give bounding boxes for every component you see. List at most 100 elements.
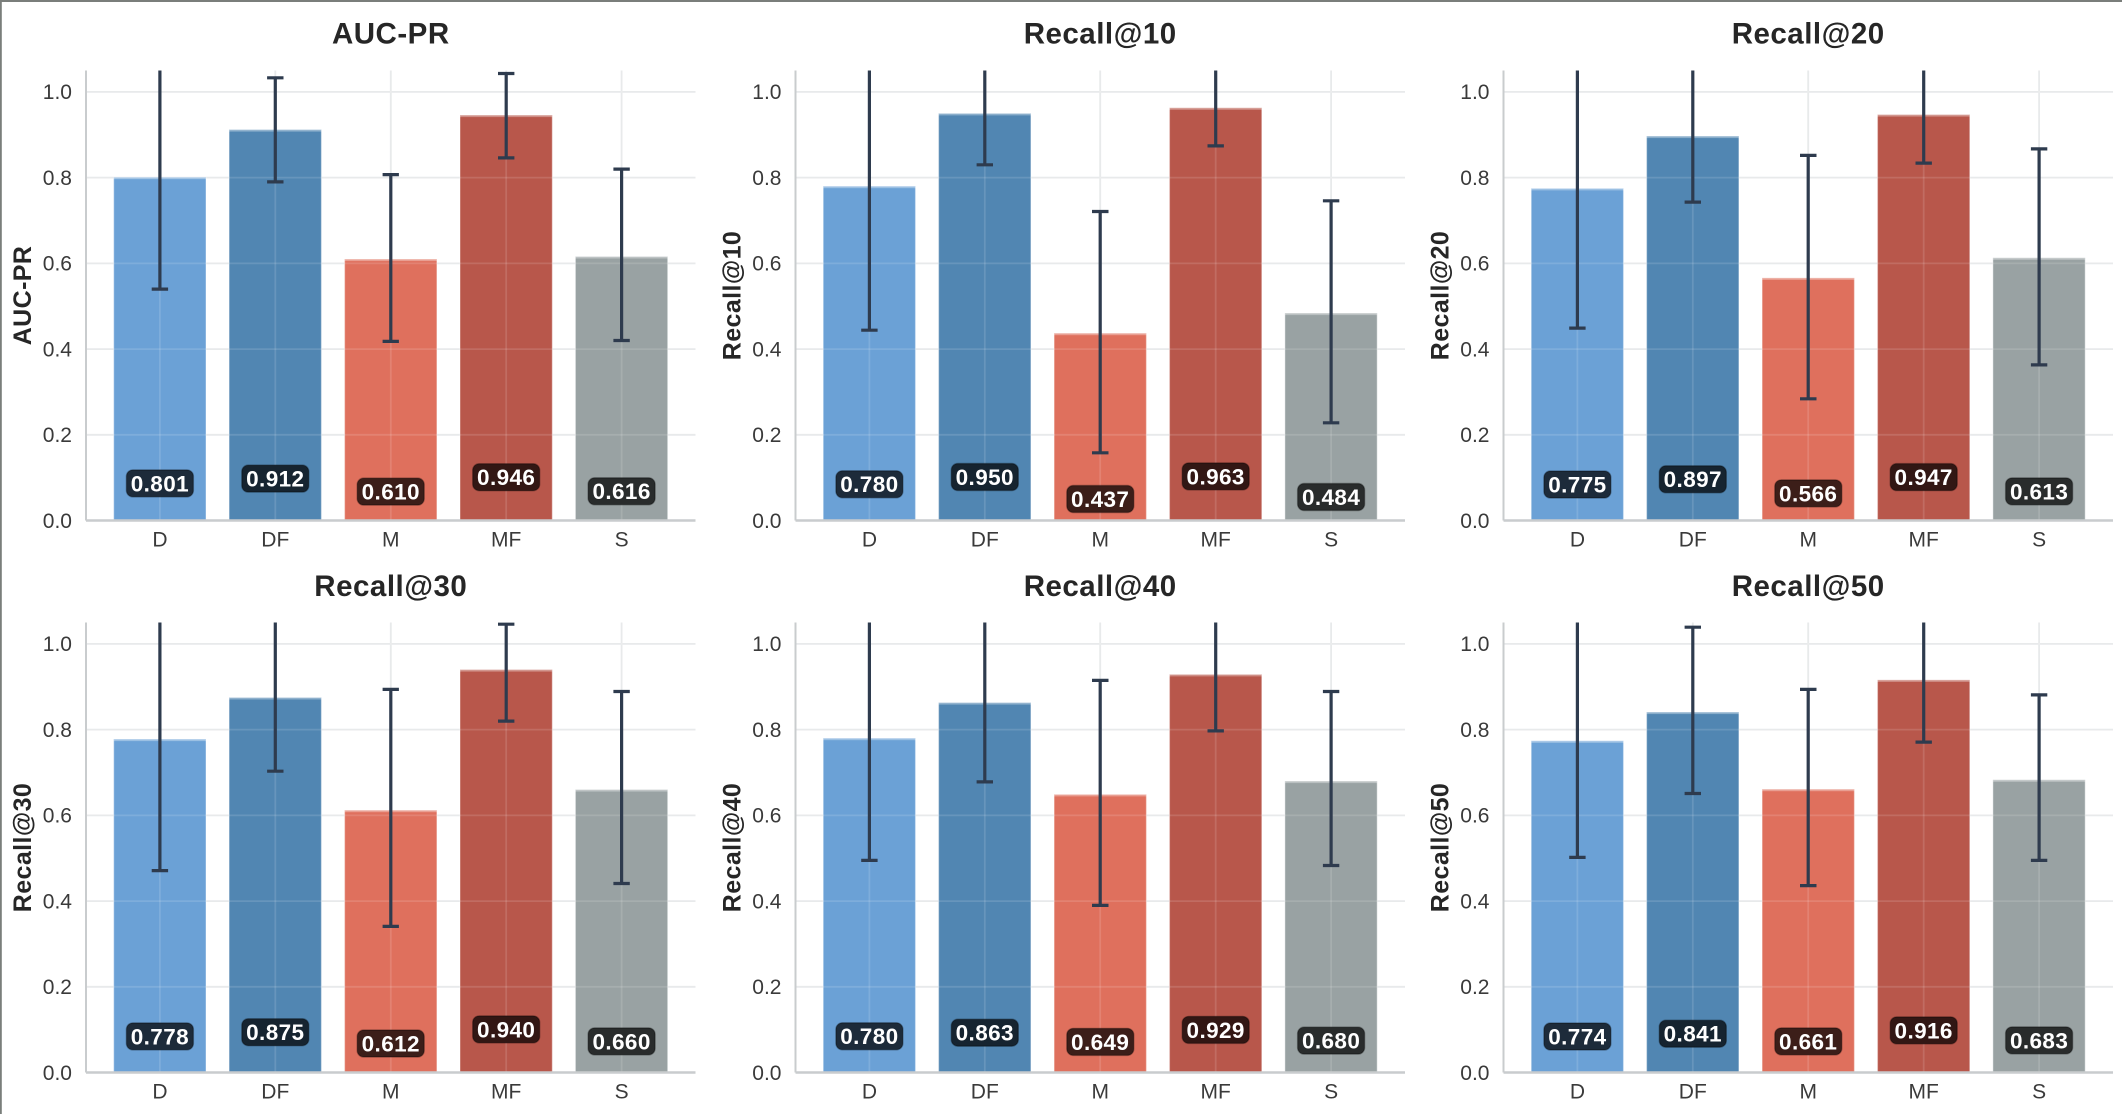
svg-text:0.0: 0.0	[43, 510, 72, 533]
svg-text:0.6: 0.6	[43, 805, 72, 828]
svg-text:M: M	[382, 529, 400, 552]
svg-text:0.2: 0.2	[752, 424, 781, 447]
svg-text:0.0: 0.0	[43, 1062, 72, 1085]
svg-text:0.4: 0.4	[43, 890, 73, 913]
svg-text:M: M	[1799, 529, 1817, 552]
svg-text:0.780: 0.780	[840, 472, 898, 497]
svg-text:0.683: 0.683	[2010, 1028, 2068, 1053]
svg-text:D: D	[152, 529, 167, 552]
svg-text:MF: MF	[491, 529, 521, 552]
svg-text:M: M	[1091, 529, 1109, 552]
svg-text:MF: MF	[491, 1080, 521, 1103]
svg-text:Recall@30: Recall@30	[314, 570, 467, 603]
svg-text:0.0: 0.0	[752, 510, 781, 533]
svg-text:MF: MF	[1909, 529, 1939, 552]
svg-text:0.916: 0.916	[1895, 1018, 1953, 1043]
svg-text:0.613: 0.613	[2010, 479, 2068, 504]
svg-text:0.947: 0.947	[1895, 465, 1953, 490]
svg-text:S: S	[2032, 1080, 2046, 1103]
svg-text:0.8: 0.8	[752, 167, 781, 190]
svg-text:0.8: 0.8	[752, 719, 781, 742]
svg-text:M: M	[382, 1080, 400, 1103]
svg-text:0.2: 0.2	[43, 424, 72, 447]
svg-text:0.616: 0.616	[592, 479, 650, 504]
svg-text:MF: MF	[1909, 1080, 1939, 1103]
svg-text:0.2: 0.2	[1460, 424, 1489, 447]
svg-text:0.566: 0.566	[1779, 481, 1837, 506]
svg-text:0.946: 0.946	[477, 465, 535, 490]
svg-text:DF: DF	[261, 529, 289, 552]
svg-text:0.963: 0.963	[1187, 464, 1245, 489]
svg-text:Recall@50: Recall@50	[1426, 783, 1454, 912]
svg-text:0.2: 0.2	[43, 976, 72, 999]
svg-text:D: D	[152, 1080, 167, 1103]
svg-text:0.8: 0.8	[43, 167, 72, 190]
svg-text:DF: DF	[261, 1080, 289, 1103]
svg-text:1.0: 1.0	[752, 633, 781, 656]
svg-text:1.0: 1.0	[43, 633, 72, 656]
svg-text:Recall@40: Recall@40	[718, 783, 746, 912]
svg-text:1.0: 1.0	[1460, 81, 1489, 104]
svg-text:S: S	[2032, 529, 2046, 552]
svg-text:0.4: 0.4	[1460, 338, 1490, 361]
svg-text:0.4: 0.4	[43, 338, 73, 361]
svg-text:1.0: 1.0	[43, 81, 72, 104]
svg-text:0.4: 0.4	[752, 890, 782, 913]
svg-text:Recall@30: Recall@30	[9, 783, 37, 912]
svg-text:Recall@10: Recall@10	[1024, 18, 1177, 51]
svg-text:Recall@40: Recall@40	[1024, 570, 1177, 603]
svg-text:0.950: 0.950	[956, 465, 1014, 490]
svg-text:0.612: 0.612	[362, 1031, 420, 1056]
svg-text:Recall@20: Recall@20	[1426, 231, 1454, 360]
svg-text:S: S	[1324, 529, 1338, 552]
svg-text:0.6: 0.6	[752, 253, 781, 276]
svg-text:DF: DF	[1679, 529, 1707, 552]
svg-text:MF: MF	[1201, 529, 1231, 552]
svg-text:0.484: 0.484	[1302, 485, 1360, 510]
svg-text:0.8: 0.8	[43, 719, 72, 742]
svg-text:D: D	[862, 1080, 877, 1103]
svg-text:0.940: 0.940	[477, 1017, 535, 1042]
svg-text:0.4: 0.4	[752, 338, 782, 361]
svg-text:0.8: 0.8	[1460, 719, 1489, 742]
svg-text:0.680: 0.680	[1302, 1029, 1360, 1054]
svg-text:M: M	[1799, 1080, 1817, 1103]
svg-text:0.0: 0.0	[1460, 1062, 1489, 1085]
svg-text:0.863: 0.863	[956, 1021, 1014, 1046]
svg-text:M: M	[1091, 1080, 1109, 1103]
svg-text:0.0: 0.0	[752, 1062, 781, 1085]
svg-text:S: S	[1324, 1080, 1338, 1103]
svg-text:0.0: 0.0	[1460, 510, 1489, 533]
svg-text:0.610: 0.610	[362, 480, 420, 505]
svg-text:S: S	[615, 529, 629, 552]
svg-text:1.0: 1.0	[1460, 633, 1489, 656]
svg-text:0.661: 0.661	[1779, 1029, 1837, 1054]
svg-text:0.801: 0.801	[131, 471, 189, 496]
svg-text:0.775: 0.775	[1548, 472, 1606, 497]
svg-text:0.780: 0.780	[840, 1024, 898, 1049]
svg-text:0.8: 0.8	[1460, 167, 1489, 190]
svg-text:0.841: 0.841	[1664, 1022, 1722, 1047]
svg-text:AUC-PR: AUC-PR	[332, 18, 450, 51]
svg-text:Recall@20: Recall@20	[1732, 18, 1885, 51]
svg-text:AUC-PR: AUC-PR	[9, 246, 37, 346]
svg-text:Recall@10: Recall@10	[718, 231, 746, 360]
svg-text:0.6: 0.6	[1460, 805, 1489, 828]
svg-text:0.912: 0.912	[246, 467, 304, 492]
svg-text:D: D	[1570, 1080, 1585, 1103]
svg-text:0.929: 0.929	[1187, 1018, 1245, 1043]
svg-text:DF: DF	[971, 529, 999, 552]
svg-text:0.2: 0.2	[752, 976, 781, 999]
svg-text:D: D	[1570, 529, 1585, 552]
svg-text:0.875: 0.875	[246, 1020, 304, 1045]
svg-text:MF: MF	[1201, 1080, 1231, 1103]
svg-text:1.0: 1.0	[752, 81, 781, 104]
svg-text:0.660: 0.660	[592, 1029, 650, 1054]
svg-text:0.2: 0.2	[1460, 976, 1489, 999]
svg-text:S: S	[615, 1080, 629, 1103]
svg-text:0.6: 0.6	[43, 253, 72, 276]
svg-text:0.778: 0.778	[131, 1024, 189, 1049]
svg-text:0.4: 0.4	[1460, 890, 1490, 913]
svg-text:0.774: 0.774	[1548, 1024, 1606, 1049]
svg-text:Recall@50: Recall@50	[1732, 570, 1885, 603]
